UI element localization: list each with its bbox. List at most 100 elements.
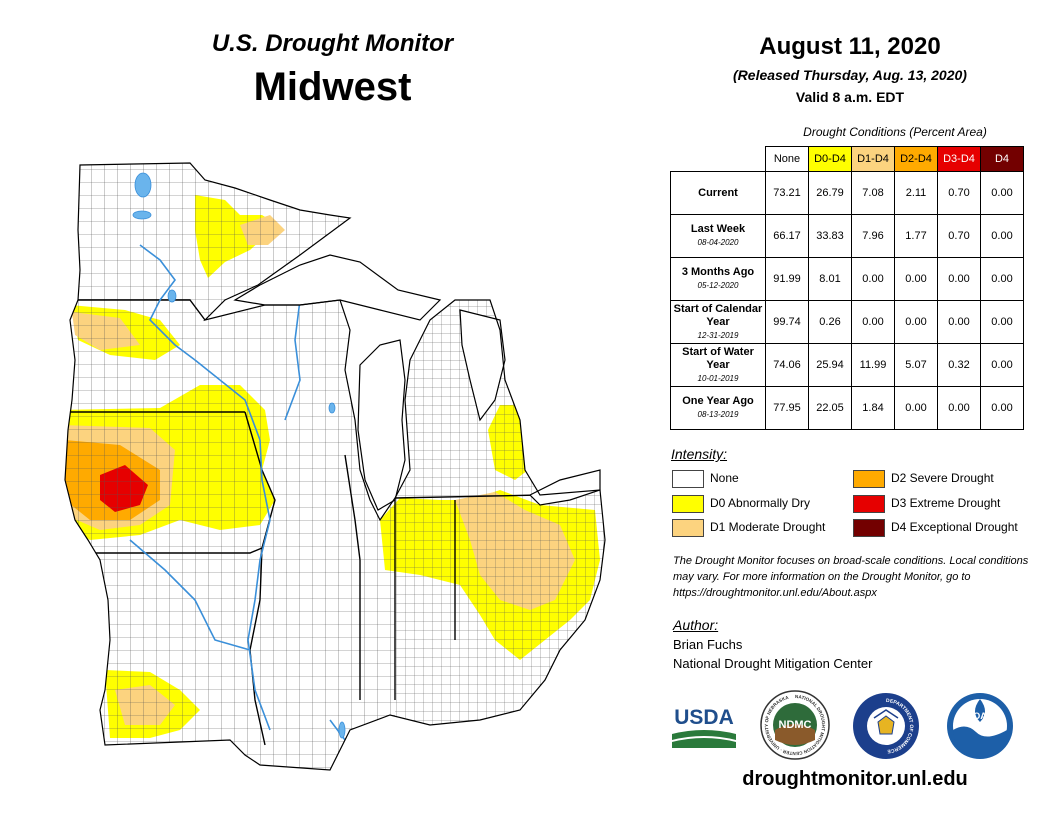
table-cell: 0.00 xyxy=(980,300,1024,344)
table-cell: 0.00 xyxy=(851,300,895,344)
table-row: Last Week 08-04-2020 66.17 33.83 7.96 1.7… xyxy=(670,214,1024,258)
state-borders xyxy=(65,299,541,746)
col-header-d0-d4: D0-D4 xyxy=(808,146,852,172)
table-cell: 0.00 xyxy=(980,257,1024,301)
table-cell: 0.00 xyxy=(980,171,1024,215)
table-cell: 0.00 xyxy=(937,257,981,301)
table-row: Current 73.21 26.79 7.08 2.11 0.70 0.00 xyxy=(670,171,1024,215)
row-label: Start of Water Year 10-01-2019 xyxy=(670,343,766,387)
legend-label: D3 Extreme Drought xyxy=(891,496,1001,510)
legend-swatch xyxy=(672,495,704,513)
col-header-d2-d4: D2-D4 xyxy=(894,146,938,172)
legend-label: None xyxy=(710,471,739,485)
ndmc-logo: NATIONAL DROUGHT MITIGATION CENTER · UNI… xyxy=(760,690,830,760)
table-header-blank xyxy=(671,147,766,172)
table-cell: 11.99 xyxy=(851,343,895,387)
table-cell: 0.70 xyxy=(937,171,981,215)
table-row: One Year Ago 08-13-2019 77.95 22.05 1.84 … xyxy=(670,386,1024,430)
legend-heading: Intensity: xyxy=(671,446,728,462)
drought-conditions-table: None D0-D4 D1-D4 D2-D4 D3-D4 D4 Current … xyxy=(670,146,1024,430)
author-heading: Author: xyxy=(673,617,719,633)
row-date: 10-01-2019 xyxy=(697,373,739,383)
legend-swatch xyxy=(672,470,704,488)
row-label: Start of Calendar Year 12-31-2019 xyxy=(670,300,766,344)
table-cell: 0.26 xyxy=(808,300,852,344)
row-label-text: Start of Calendar Year xyxy=(673,302,763,328)
table-cell: 5.07 xyxy=(894,343,938,387)
table-cell: 7.96 xyxy=(851,214,895,258)
row-label: 3 Months Ago 05-12-2020 xyxy=(670,257,766,301)
legend-label: D2 Severe Drought xyxy=(891,471,994,485)
table-row: Start of Calendar Year 12-31-2019 99.74 0… xyxy=(670,300,1024,344)
table-cell: 2.11 xyxy=(894,171,938,215)
table-cell: 26.79 xyxy=(808,171,852,215)
great-lakes xyxy=(233,254,601,511)
table-cell: 0.00 xyxy=(980,214,1024,258)
table-cell: 0.00 xyxy=(980,343,1024,387)
row-label-text: Start of Water Year xyxy=(682,345,754,371)
legend-label: D1 Moderate Drought xyxy=(710,520,826,534)
row-label-text: One Year Ago xyxy=(682,395,754,407)
table-cell: 22.05 xyxy=(808,386,852,430)
table-cell: 74.06 xyxy=(765,343,809,387)
table-caption: Drought Conditions (Percent Area) xyxy=(803,125,987,139)
rivers xyxy=(129,244,346,741)
ndmc-logo-text: NDMC xyxy=(779,719,812,731)
legend-swatch xyxy=(853,495,885,513)
table-cell: 0.70 xyxy=(937,214,981,258)
commerce-logo: DEPARTMENT OF COMMERCE xyxy=(853,693,919,759)
usda-logo-text: USDA xyxy=(674,706,734,729)
map-title: U.S. Drought Monitor xyxy=(211,30,454,57)
row-label: Current xyxy=(670,171,766,215)
col-header-none: None xyxy=(765,146,809,172)
valid-time: Valid 8 a.m. EDT xyxy=(795,89,905,105)
website-link[interactable]: droughtmonitor.unl.edu xyxy=(742,768,968,790)
col-header-d1-d4: D1-D4 xyxy=(851,146,895,172)
legend-swatch xyxy=(853,519,885,537)
map-date: August 11, 2020 xyxy=(759,33,941,60)
row-label-text: Current xyxy=(698,186,738,199)
row-date: 12-31-2019 xyxy=(697,330,739,340)
table-row: 3 Months Ago 05-12-2020 91.99 8.01 0.00 0… xyxy=(670,257,1024,301)
lake-michigan xyxy=(357,339,406,511)
table-cell: 66.17 xyxy=(765,214,809,258)
table-cell: 7.08 xyxy=(851,171,895,215)
disclaimer-note: The Drought Monitor focuses on broad-sca… xyxy=(673,555,1029,599)
usda-logo: USDA xyxy=(672,706,736,748)
noaa-logo-text: NOAA xyxy=(967,711,994,721)
legend-label: D0 Abnormally Dry xyxy=(710,496,811,510)
row-date: 08-13-2019 xyxy=(697,410,739,419)
author-name: Brian Fuchs xyxy=(673,637,743,652)
table-cell: 1.84 xyxy=(851,386,895,430)
table-cell: 0.32 xyxy=(937,343,981,387)
table-cell: 99.74 xyxy=(765,300,809,344)
table-cell: 1.77 xyxy=(894,214,938,258)
table-cell: 8.01 xyxy=(808,257,852,301)
row-label: One Year Ago 08-13-2019 xyxy=(670,386,766,430)
table-cell: 0.00 xyxy=(894,386,938,430)
land-layer xyxy=(65,163,605,770)
noaa-logo: NOAA xyxy=(947,693,1013,759)
table-header-row: None D0-D4 D1-D4 D2-D4 D3-D4 D4 xyxy=(671,146,1024,172)
table-cell: 25.94 xyxy=(808,343,852,387)
col-header-d4: D4 xyxy=(980,146,1024,172)
table-cell: 33.83 xyxy=(808,214,852,258)
col-header-d3-d4: D3-D4 xyxy=(937,146,981,172)
row-label-text: Last Week xyxy=(690,223,746,235)
legend-label: D4 Exceptional Drought xyxy=(891,520,1018,534)
row-date: 05-12-2020 xyxy=(697,281,739,290)
author-organization: National Drought Mitigation Center xyxy=(673,656,873,671)
region-title: Midwest xyxy=(253,65,412,109)
table-cell: 73.21 xyxy=(765,171,809,215)
lake-huron xyxy=(459,309,506,422)
table-cell: 0.00 xyxy=(937,300,981,344)
row-label-text: 3 Months Ago xyxy=(681,266,755,278)
table-cell: 0.00 xyxy=(980,386,1024,430)
drought-map xyxy=(64,162,606,771)
legend-swatch xyxy=(853,470,885,488)
table-cell: 91.99 xyxy=(765,257,809,301)
table-cell: 0.00 xyxy=(894,300,938,344)
table-cell: 0.00 xyxy=(894,257,938,301)
county-grid-east xyxy=(395,163,605,770)
table-row: Start of Water Year 10-01-2019 74.06 25.9… xyxy=(670,343,1024,387)
